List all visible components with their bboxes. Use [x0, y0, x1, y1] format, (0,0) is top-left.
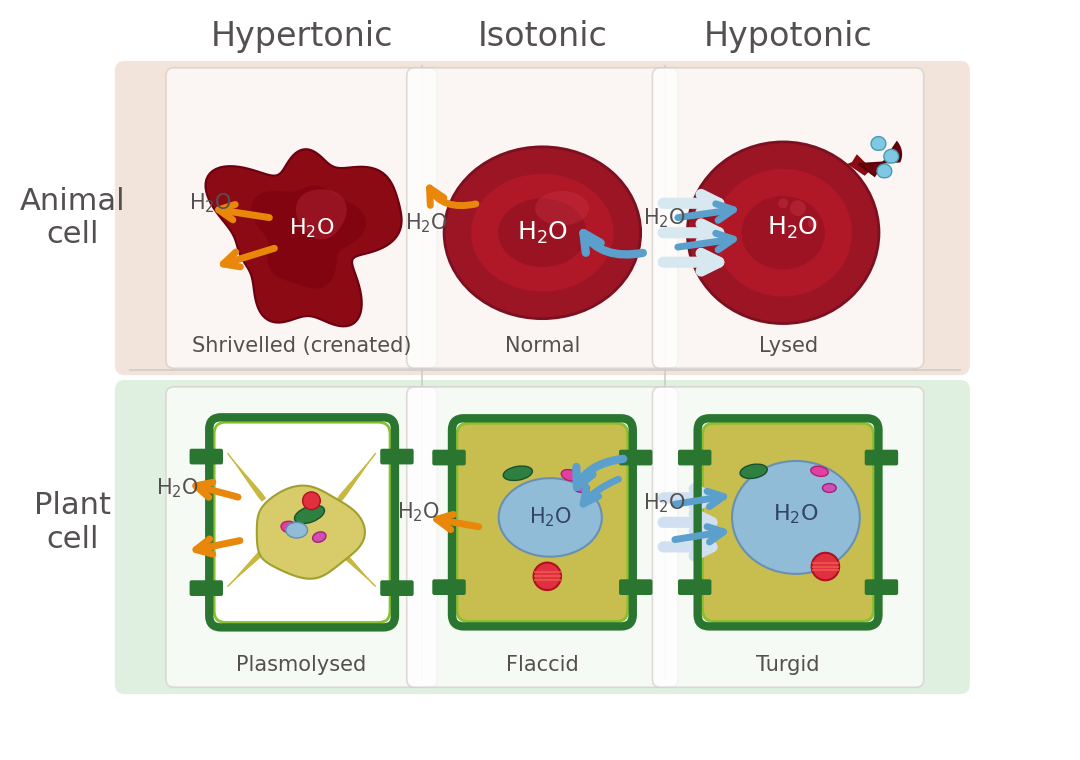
FancyBboxPatch shape: [652, 68, 923, 368]
Text: Plant
cell: Plant cell: [35, 491, 111, 553]
Text: Isotonic: Isotonic: [477, 20, 607, 53]
Text: H$_2$O: H$_2$O: [405, 211, 448, 235]
FancyBboxPatch shape: [407, 387, 678, 687]
FancyBboxPatch shape: [865, 579, 899, 595]
FancyBboxPatch shape: [114, 61, 970, 375]
Ellipse shape: [281, 521, 298, 534]
Ellipse shape: [503, 466, 532, 480]
Ellipse shape: [312, 532, 326, 542]
FancyBboxPatch shape: [432, 579, 465, 595]
FancyBboxPatch shape: [190, 581, 222, 596]
Ellipse shape: [499, 478, 602, 557]
Text: H$_2$O: H$_2$O: [643, 206, 686, 230]
Text: Hypotonic: Hypotonic: [704, 20, 873, 53]
Ellipse shape: [535, 191, 589, 226]
FancyBboxPatch shape: [703, 423, 874, 622]
Text: Flaccid: Flaccid: [507, 654, 579, 675]
FancyBboxPatch shape: [457, 423, 627, 622]
Text: Animal
cell: Animal cell: [19, 187, 125, 249]
Text: H$_2$O: H$_2$O: [529, 505, 571, 529]
Text: Hypertonic: Hypertonic: [211, 20, 393, 53]
FancyBboxPatch shape: [114, 380, 970, 694]
Ellipse shape: [732, 461, 860, 574]
FancyBboxPatch shape: [619, 450, 652, 465]
Ellipse shape: [714, 169, 852, 296]
Ellipse shape: [740, 464, 767, 479]
Text: Turgid: Turgid: [756, 654, 820, 675]
Circle shape: [779, 198, 788, 208]
Polygon shape: [872, 137, 886, 150]
Text: Shrivelled (crenated): Shrivelled (crenated): [192, 336, 411, 356]
Ellipse shape: [811, 466, 828, 477]
Polygon shape: [296, 189, 347, 239]
Polygon shape: [251, 185, 366, 289]
Polygon shape: [877, 164, 892, 178]
Text: H$_2$O: H$_2$O: [643, 491, 686, 515]
Polygon shape: [257, 486, 365, 579]
FancyBboxPatch shape: [190, 448, 222, 464]
Circle shape: [791, 201, 806, 216]
Circle shape: [534, 562, 561, 590]
Circle shape: [812, 553, 839, 581]
FancyBboxPatch shape: [432, 450, 465, 465]
Ellipse shape: [687, 142, 879, 324]
Polygon shape: [859, 142, 901, 176]
Polygon shape: [883, 149, 899, 163]
FancyBboxPatch shape: [380, 448, 414, 464]
Text: Lysed: Lysed: [758, 336, 818, 356]
Text: H$_2$O: H$_2$O: [517, 220, 568, 245]
FancyBboxPatch shape: [210, 417, 395, 628]
Text: Plasmolysed: Plasmolysed: [237, 654, 367, 675]
Circle shape: [808, 218, 818, 228]
Circle shape: [302, 492, 321, 510]
Text: H$_2$O: H$_2$O: [189, 192, 231, 215]
Ellipse shape: [444, 147, 640, 318]
Polygon shape: [847, 154, 872, 176]
Text: H$_2$O: H$_2$O: [773, 502, 819, 526]
Ellipse shape: [823, 483, 836, 492]
FancyBboxPatch shape: [619, 579, 652, 595]
Text: H$_2$O: H$_2$O: [288, 216, 335, 239]
Polygon shape: [205, 149, 402, 326]
Ellipse shape: [741, 196, 825, 270]
Ellipse shape: [295, 505, 324, 524]
Ellipse shape: [575, 483, 589, 492]
Text: Normal: Normal: [504, 336, 580, 356]
FancyBboxPatch shape: [678, 579, 712, 595]
Text: H$_2$O: H$_2$O: [768, 215, 819, 241]
FancyBboxPatch shape: [652, 387, 923, 687]
Ellipse shape: [498, 198, 586, 267]
Ellipse shape: [286, 522, 308, 538]
FancyBboxPatch shape: [407, 68, 678, 368]
Ellipse shape: [471, 174, 613, 292]
FancyBboxPatch shape: [678, 450, 712, 465]
FancyBboxPatch shape: [166, 387, 437, 687]
FancyBboxPatch shape: [166, 68, 437, 368]
FancyBboxPatch shape: [865, 450, 899, 465]
Text: H$_2$O: H$_2$O: [157, 477, 199, 500]
FancyBboxPatch shape: [380, 581, 414, 596]
Ellipse shape: [562, 470, 579, 481]
Text: H$_2$O: H$_2$O: [397, 501, 440, 524]
